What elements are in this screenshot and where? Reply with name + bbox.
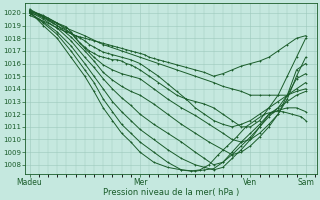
X-axis label: Pression niveau de la mer( hPa ): Pression niveau de la mer( hPa ) xyxy=(103,188,239,197)
